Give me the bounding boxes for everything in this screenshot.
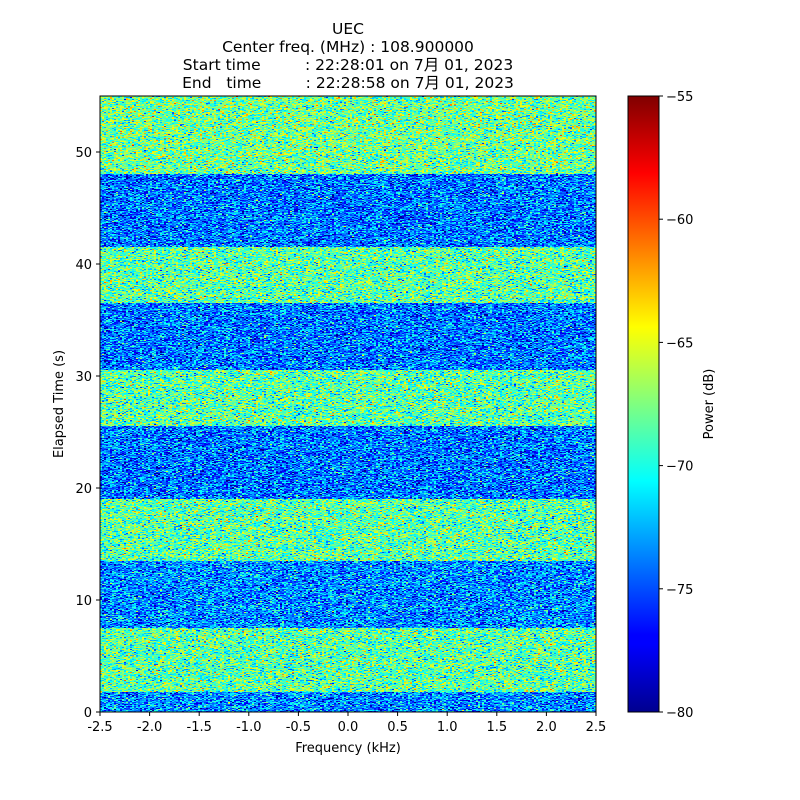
y-tick-label: 20 — [75, 482, 92, 497]
x-tick-label: 0.5 — [387, 720, 408, 735]
colorbar-tick-label: −75 — [666, 583, 693, 598]
colorbar-tick-label: −60 — [666, 213, 693, 228]
x-axis: -2.5 -2.0 -1.5 -1.0 -0.5 0.0 0.5 1.0 1.5 2.0 2.5 — [87, 712, 606, 735]
colorbar — [628, 96, 659, 712]
colorbar-tick-label: −55 — [666, 90, 693, 105]
colorbar-label: Power (dB) — [702, 369, 717, 440]
colorbar-frame — [627, 95, 660, 713]
chart-title: UEC Center freq. (MHz) : 108.900000 Star… — [98, 20, 598, 92]
title-station: UEC — [332, 20, 364, 38]
colorbar-tick-label: −65 — [666, 336, 693, 351]
x-tick-label: -2.0 — [137, 720, 162, 735]
title-center-freq: Center freq. (MHz) : 108.900000 — [222, 38, 474, 56]
x-tick-label: -0.5 — [286, 720, 311, 735]
heatmap-image — [100, 96, 596, 712]
y-tick-label: 50 — [75, 146, 92, 161]
x-tick-label: -1.5 — [187, 720, 212, 735]
colorbar-tick-label: −80 — [666, 706, 693, 721]
x-tick-label: 2.5 — [586, 720, 607, 735]
x-tick-label: 0.0 — [338, 720, 359, 735]
x-tick-label: 1.0 — [437, 720, 458, 735]
colorbar-tick-label: −70 — [666, 460, 693, 475]
colorbar-axis: −80 −75 −70 −65 −60 −55 — [659, 90, 693, 721]
x-tick-label: -1.0 — [236, 720, 261, 735]
y-axis-label: Elapsed Time (s) — [52, 350, 67, 458]
x-tick-label: -2.5 — [87, 720, 112, 735]
x-tick-label: 2.0 — [536, 720, 557, 735]
y-tick-label: 0 — [84, 706, 92, 721]
y-tick-label: 30 — [75, 370, 92, 385]
x-tick-label: 1.5 — [486, 720, 507, 735]
title-start-time: Start time : 22:28:01 on 7月 01, 2023 — [182, 56, 514, 74]
y-axis: 0 10 20 30 40 50 — [75, 146, 100, 721]
x-axis-label: Frequency (kHz) — [295, 741, 401, 756]
title-end-time: End time : 22:28:58 on 7月 01, 2023 — [182, 74, 514, 92]
y-tick-label: 40 — [75, 258, 92, 273]
y-tick-label: 10 — [75, 594, 92, 609]
